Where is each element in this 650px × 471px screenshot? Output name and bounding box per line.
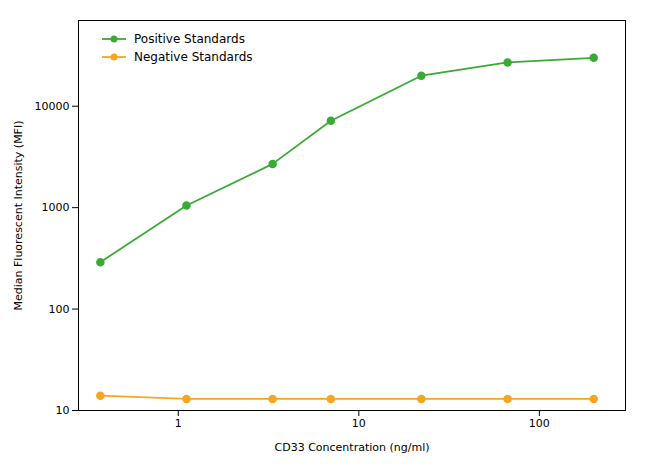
svg-text:Median Fluorescent Intensity (: Median Fluorescent Intensity (MFI)	[12, 121, 25, 311]
svg-text:100: 100	[49, 303, 70, 316]
svg-text:10: 10	[352, 417, 366, 430]
svg-text:10: 10	[56, 404, 70, 417]
svg-text:CD33 Concentration (ng/ml): CD33 Concentration (ng/ml)	[275, 441, 430, 454]
svg-text:10000: 10000	[35, 100, 70, 113]
svg-text:1000: 1000	[42, 201, 70, 214]
html-text:Positive Standards: Positive Standards	[134, 32, 245, 46]
svg-text:100: 100	[529, 417, 550, 430]
html-text:Negative Standards: Negative Standards	[134, 50, 253, 64]
svg-text:1: 1	[175, 417, 182, 430]
